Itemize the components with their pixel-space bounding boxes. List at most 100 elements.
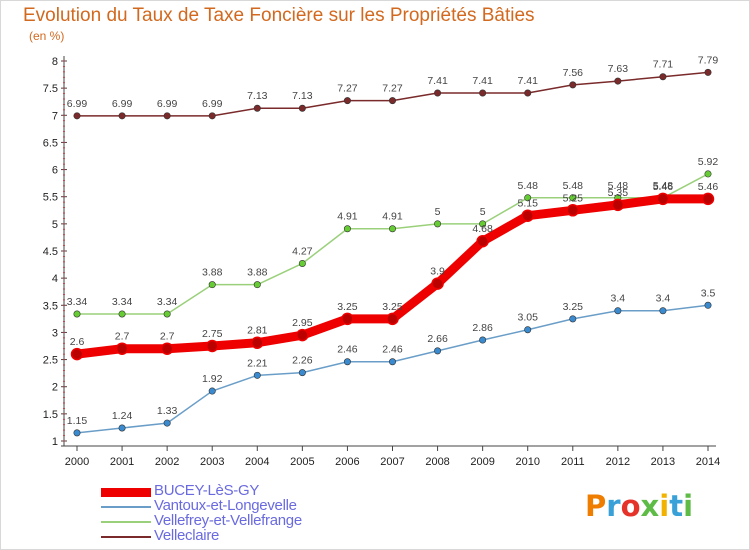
data-label: 6.99 [157, 98, 178, 110]
data-label: 3.25 [337, 301, 358, 313]
data-point [298, 369, 306, 377]
legend-label: Velleclaire [154, 527, 220, 544]
data-label: 2.6 [70, 336, 85, 348]
data-point [614, 77, 622, 85]
data-point [476, 234, 489, 248]
data-point [388, 225, 396, 233]
data-point [253, 281, 261, 289]
x-tick-label: 2011 [561, 456, 585, 468]
data-label: 7.79 [698, 54, 719, 66]
data-label: 3.25 [563, 301, 584, 313]
logo-letter: i [659, 489, 670, 523]
data-point [70, 347, 84, 361]
data-point [388, 358, 396, 366]
legend-swatch [101, 487, 151, 497]
data-label: 7.13 [247, 90, 268, 102]
data-label: 2.46 [337, 344, 358, 356]
data-point [431, 277, 444, 290]
data-label: 6.99 [112, 98, 133, 110]
data-label: 2.66 [427, 333, 448, 345]
data-label: 5.48 [563, 180, 584, 192]
data-point [115, 342, 129, 355]
data-label: 4.91 [337, 211, 358, 223]
data-label: 2.81 [247, 325, 268, 337]
data-point [343, 358, 351, 366]
logo-letter: i [683, 489, 694, 523]
y-tick-label: 6 [52, 165, 58, 177]
data-label: 2.75 [202, 328, 223, 340]
legend-swatch [101, 536, 151, 538]
data-label: 3.05 [517, 312, 538, 324]
legend-label: BUCEY-LèS-GY [154, 482, 260, 499]
data-label: 7.13 [292, 90, 313, 102]
legend-swatch [101, 521, 151, 523]
data-label: 5.48 [517, 180, 538, 192]
data-label: 3.88 [247, 267, 268, 279]
data-point [208, 387, 216, 395]
data-label: 5 [480, 206, 486, 218]
axes: 1 1.5 2 2.5 3 3.5 4 4.5 5 5.5 6 6.5 7 7.5 8 2000 2001 200… [43, 56, 720, 468]
x-tick-label: 2002 [155, 456, 179, 468]
data-label: 3.34 [67, 296, 88, 308]
data-point [205, 339, 219, 353]
data-point [566, 204, 580, 217]
data-point [208, 112, 216, 120]
series-3 [70, 192, 715, 361]
data-point [434, 220, 442, 228]
y-tick-label: 4 [52, 273, 58, 285]
data-label: 6.99 [202, 98, 223, 110]
series-0 [73, 68, 712, 120]
data-label: 3.25 [382, 301, 403, 313]
data-label: 6.99 [67, 98, 88, 110]
y-tick-label: 1 [52, 436, 58, 448]
x-tick-label: 2013 [651, 456, 675, 468]
data-label: 2.46 [382, 344, 403, 356]
data-point [296, 328, 309, 342]
y-tick-label: 6.5 [43, 137, 58, 149]
proxiti-logo: Proxiti [585, 489, 693, 523]
y-tick-label: 3 [52, 327, 58, 339]
data-label: 7.41 [472, 75, 493, 87]
x-tick-label: 2001 [110, 456, 134, 468]
x-tick-label: 2003 [200, 456, 224, 468]
legend-label: Vellefrey-et-Vellefrange [154, 512, 302, 529]
data-point [479, 89, 487, 97]
y-tick-label: 1.5 [43, 409, 58, 421]
data-point [163, 419, 171, 427]
data-point [343, 225, 351, 233]
chart-unit: (en %) [29, 29, 65, 43]
data-labels-layer: 6.99 6.99 6.99 6.99 7.13 7.13 7.27 7.27 7.41 7.41… [67, 54, 719, 426]
data-point [704, 301, 712, 309]
logo-letter: r [606, 489, 621, 523]
logo-letter: x [640, 489, 660, 523]
x-tick-label: 2008 [425, 456, 449, 468]
x-tick-label: 2004 [245, 456, 269, 468]
data-label: 4.91 [382, 211, 403, 223]
data-point [659, 307, 667, 315]
data-label: 7.71 [653, 59, 674, 71]
data-point [73, 112, 81, 120]
data-point [73, 310, 81, 318]
x-tick-label: 2000 [65, 456, 89, 468]
data-label: 2.7 [160, 331, 175, 343]
data-label: 7.27 [382, 83, 403, 95]
data-point [208, 281, 216, 289]
data-label: 2.86 [472, 322, 493, 334]
logo-letter: t [669, 489, 684, 523]
data-point [118, 310, 126, 318]
data-point [341, 312, 354, 326]
x-tick-label: 2006 [335, 456, 359, 468]
data-point [614, 307, 622, 315]
x-tick-label: 2009 [470, 456, 494, 468]
data-point [521, 209, 534, 222]
data-point [569, 194, 577, 202]
data-label: 3.88 [202, 267, 223, 279]
data-point [659, 73, 667, 81]
data-label: 5.46 [698, 181, 719, 193]
data-label: 2.21 [247, 357, 268, 369]
data-label: 5.92 [698, 156, 719, 168]
data-point [386, 312, 399, 326]
data-point [479, 336, 487, 344]
